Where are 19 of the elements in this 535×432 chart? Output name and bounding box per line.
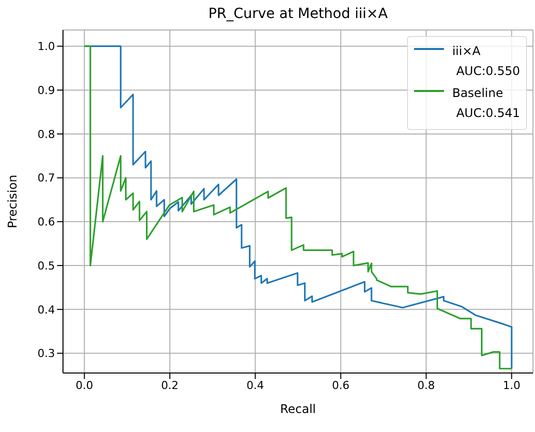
x-tick-label: 0.8 [417,378,435,392]
y-tick-label: 0.7 [38,172,55,185]
y-tick-label: 0.4 [38,303,55,316]
y-tick-label: 0.6 [38,216,55,229]
legend-label: Baseline AUC:0.541 [452,85,520,122]
x-axis-title: Recall [280,402,316,416]
x-tick-label: 1.0 [502,378,520,392]
y-axis-title: Precision [5,174,20,228]
x-tick-label: 0.2 [161,378,179,392]
x-tick-label: 0.6 [332,378,350,392]
y-tick-label: 0.9 [38,84,55,97]
legend-label: iii×A AUC:0.550 [452,43,520,80]
x-tick-label: 0.0 [76,378,94,392]
y-tick-label: 0.5 [38,259,55,272]
y-tick-label: 0.8 [38,128,55,141]
y-tick-label: 0.3 [38,347,55,360]
chart-title: PR_Curve at Method iii×A [207,6,389,22]
x-tick-label: 0.4 [246,378,264,392]
y-tick-label: 1.0 [38,40,55,54]
